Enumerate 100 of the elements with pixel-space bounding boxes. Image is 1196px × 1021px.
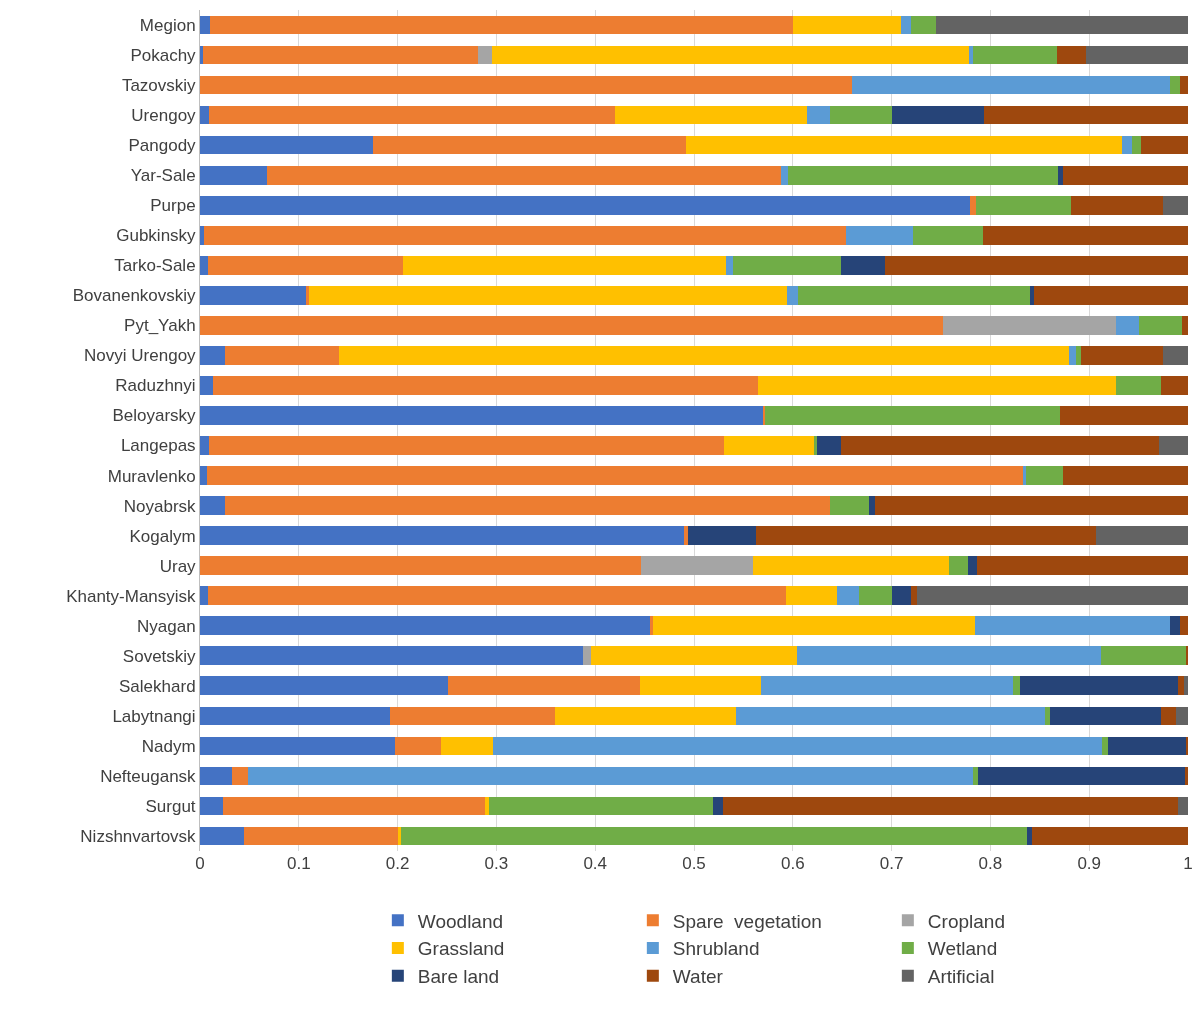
bar — [780, 165, 788, 185]
bar — [1071, 195, 1164, 215]
bar — [200, 796, 223, 816]
x-tick-label: 0.3 — [484, 854, 509, 873]
bar — [554, 706, 736, 726]
y-tick-label: Uray — [159, 556, 197, 576]
bar — [200, 526, 685, 545]
bar — [200, 45, 203, 65]
bar — [207, 255, 403, 275]
bar — [688, 526, 757, 545]
bar — [841, 255, 885, 275]
y-tick-label: Labytnangi — [112, 706, 196, 726]
bar — [397, 826, 401, 846]
bar — [1163, 346, 1188, 365]
bar — [244, 826, 398, 846]
x-tick-label: 0.5 — [682, 854, 706, 873]
bar — [1101, 646, 1187, 666]
legend-label: Grassland — [417, 938, 505, 960]
bar — [200, 736, 395, 756]
legend-label: Cropland — [927, 910, 1005, 932]
bar — [1115, 376, 1162, 395]
bar — [732, 255, 842, 275]
bar — [1131, 135, 1141, 155]
bar — [1026, 826, 1032, 846]
bar — [1182, 316, 1188, 335]
y-tick-label: Raduzhnyi — [115, 376, 196, 396]
bar — [846, 225, 914, 245]
bar — [725, 255, 733, 275]
bar — [936, 15, 1188, 35]
y-tick-label: Khanty-Mansyisk — [66, 586, 197, 606]
x-tick-label: 0.1 — [286, 854, 311, 873]
bar — [974, 616, 1171, 636]
bar — [231, 766, 249, 786]
bar — [650, 616, 653, 636]
bar — [200, 496, 225, 515]
bar — [248, 766, 973, 786]
bar — [969, 195, 976, 215]
bar — [901, 15, 912, 35]
bar — [200, 195, 970, 215]
bar — [208, 436, 724, 455]
bar — [837, 586, 859, 606]
bar — [972, 45, 1057, 65]
bar — [1178, 796, 1188, 816]
bar — [891, 105, 985, 125]
bar — [761, 676, 1014, 696]
y-tick-label: Tarko-Sale — [114, 256, 196, 276]
legend-label: Water — [672, 966, 724, 988]
bar — [202, 45, 478, 65]
bar — [1180, 616, 1188, 636]
bar — [1033, 286, 1188, 305]
bar — [830, 496, 869, 515]
bar — [1096, 526, 1188, 545]
y-tick-label: Nadym — [141, 736, 196, 756]
x-tick-label: 0.4 — [583, 854, 608, 873]
x-tick-label: 0.8 — [978, 854, 1003, 873]
y-tick-label: Novyi Urengoy — [84, 346, 197, 366]
legend-label: Woodland — [417, 910, 504, 932]
bar — [1115, 316, 1139, 335]
bar — [976, 556, 1188, 575]
bar — [1062, 466, 1188, 485]
bar — [1163, 195, 1188, 215]
bar — [208, 105, 615, 125]
legend-label: Shrubland — [672, 938, 760, 960]
bar — [884, 255, 1188, 275]
bar — [765, 406, 1060, 425]
bar — [447, 676, 640, 696]
y-tick-label: Pokachy — [130, 46, 197, 65]
bar — [1170, 616, 1181, 636]
bar — [200, 466, 207, 485]
bar — [1081, 346, 1164, 365]
bar — [1161, 376, 1188, 395]
bar — [200, 556, 641, 575]
y-tick-label: Bovanenkovskiy — [72, 286, 197, 306]
y-tick-label: Purpe — [150, 196, 196, 216]
y-tick-label: Pyt_Yakh — [124, 316, 196, 336]
bar — [1059, 406, 1188, 425]
bar — [874, 496, 1188, 515]
y-tick-label: Gubkinsky — [116, 226, 197, 246]
bar — [830, 105, 892, 125]
bar — [758, 376, 1116, 395]
y-tick-label: Megion — [139, 15, 196, 35]
bar — [394, 736, 442, 756]
x-tick-label: 0.2 — [385, 854, 410, 873]
bar — [200, 316, 943, 335]
bar — [913, 225, 983, 245]
y-tick-label: Nizshnvartovsk — [80, 826, 197, 846]
bar — [1185, 766, 1188, 786]
bar — [200, 676, 448, 696]
bar — [841, 436, 1160, 455]
bar — [639, 676, 762, 696]
bar — [712, 796, 723, 816]
bar — [339, 346, 1070, 365]
bar — [975, 195, 1072, 215]
bar — [267, 165, 781, 185]
bar — [1029, 286, 1034, 305]
y-tick-label: Surgut — [145, 796, 196, 816]
y-tick-label: Pangody — [128, 136, 197, 156]
bar — [852, 75, 1171, 95]
y-tick-label: Salekhard — [119, 676, 196, 696]
bar — [1180, 75, 1188, 95]
